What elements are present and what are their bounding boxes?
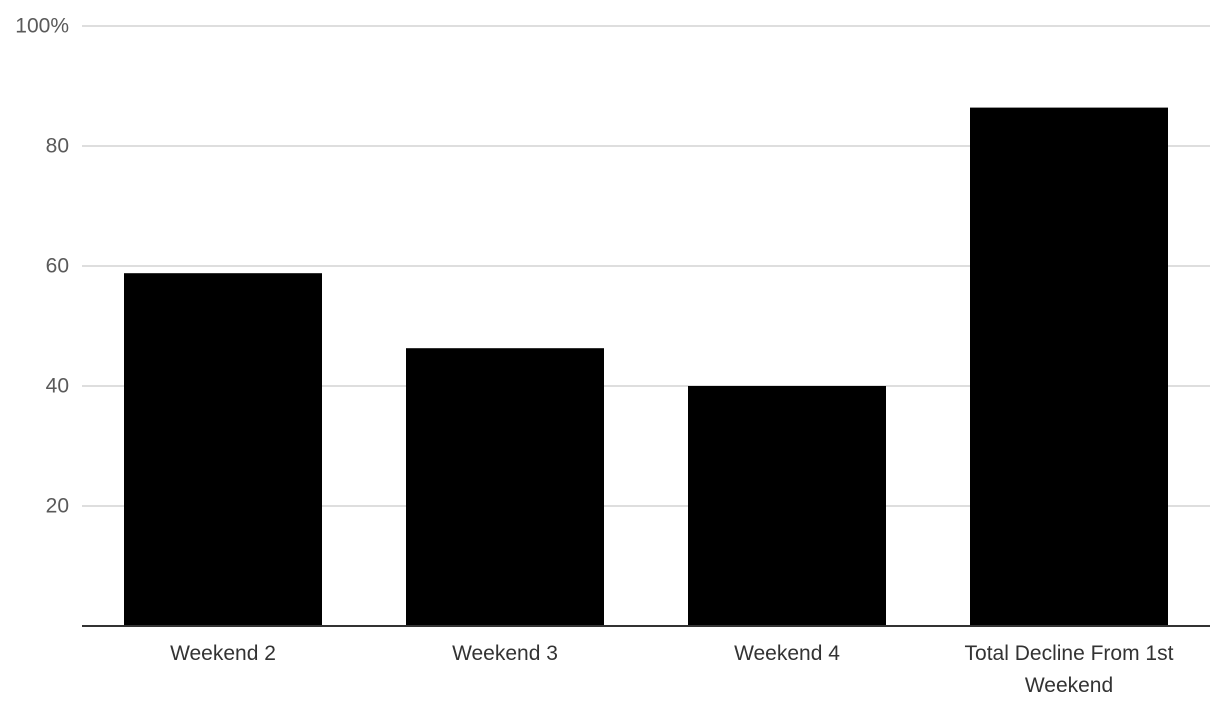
y-tick-label: 100%	[15, 15, 69, 38]
x-tick-labels: Weekend 2 Weekend 3 Weekend 4 Total Decline…	[170, 642, 1174, 697]
bar	[970, 107, 1168, 627]
y-tick-label: 80	[46, 135, 69, 158]
bar	[124, 273, 322, 626]
x-tick-label: Weekend 4	[734, 642, 840, 665]
y-tick-label: 40	[46, 375, 69, 398]
x-tick-label: Weekend 2	[170, 642, 276, 665]
y-tick-labels: 20 40 60 80 100%	[15, 15, 69, 518]
bar	[406, 348, 604, 626]
x-tick-label: Weekend 3	[452, 642, 558, 665]
x-tick-label: Total Decline From 1st Weekend	[965, 642, 1174, 697]
y-tick-label: 20	[46, 495, 69, 518]
y-tick-label: 60	[46, 255, 69, 278]
bar	[688, 386, 886, 626]
bars	[124, 107, 1168, 627]
